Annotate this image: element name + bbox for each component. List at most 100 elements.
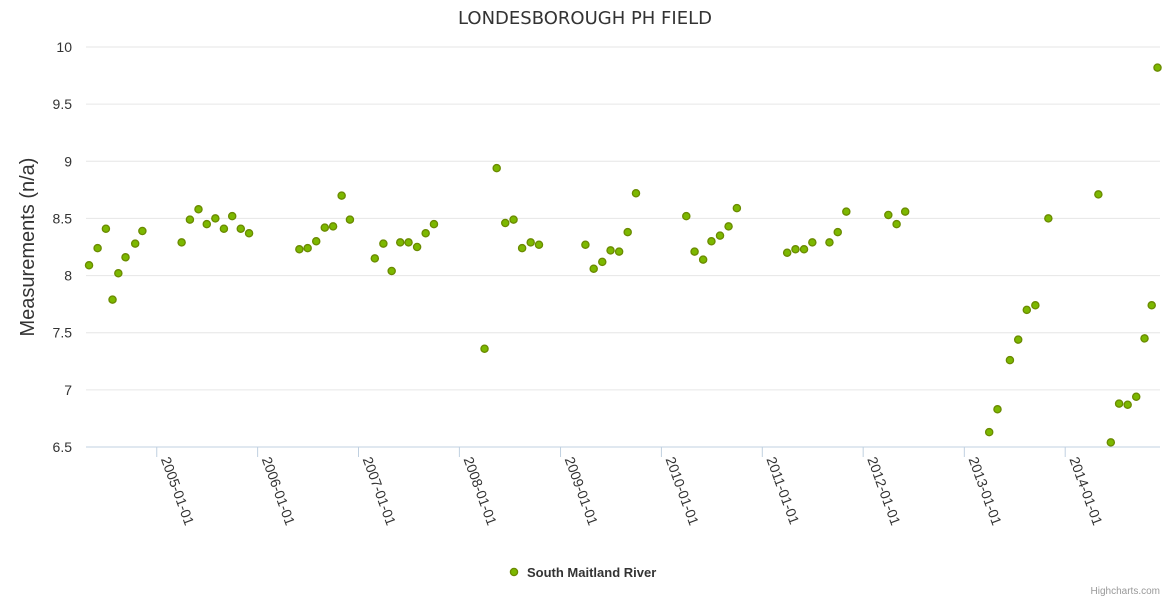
data-point[interactable] xyxy=(682,211,691,221)
data-point[interactable] xyxy=(84,261,94,270)
data-point[interactable] xyxy=(842,207,851,216)
data-point[interactable] xyxy=(993,405,1002,414)
data-point[interactable] xyxy=(623,227,632,237)
data-point[interactable] xyxy=(526,238,535,247)
data-point[interactable] xyxy=(211,214,220,223)
y-tick-label: 10 xyxy=(56,39,72,55)
data-point[interactable] xyxy=(114,269,123,278)
data-point[interactable] xyxy=(395,238,405,247)
data-point[interactable] xyxy=(244,229,254,238)
data-point[interactable] xyxy=(1147,301,1156,310)
data-point[interactable] xyxy=(724,222,733,231)
data-point[interactable] xyxy=(138,226,147,236)
data-point[interactable] xyxy=(825,238,834,247)
data-points xyxy=(84,63,1162,447)
data-point[interactable] xyxy=(782,248,792,257)
data-point[interactable] xyxy=(130,239,140,248)
data-point[interactable] xyxy=(194,205,203,214)
data-point[interactable] xyxy=(421,229,430,238)
data-point[interactable] xyxy=(320,223,330,232)
legend-item-label[interactable]: South Maitland River xyxy=(527,565,656,580)
data-point[interactable] xyxy=(404,238,413,247)
data-point[interactable] xyxy=(303,243,312,253)
x-tick-label: 2008-01-01 xyxy=(461,455,501,528)
data-point[interactable] xyxy=(108,295,117,304)
data-point[interactable] xyxy=(984,427,994,437)
data-point[interactable] xyxy=(900,207,910,216)
data-point[interactable] xyxy=(707,237,716,246)
legend[interactable]: South Maitland River xyxy=(509,565,656,580)
data-point[interactable] xyxy=(509,215,518,224)
x-axis: 2005-01-01 2006-01-01 2007-01-01 2008-01-01… xyxy=(86,446,1160,528)
data-point[interactable] xyxy=(370,254,380,263)
data-point[interactable] xyxy=(185,215,195,224)
y-axis-ticks: 6.5 7 7.5 8 8.5 9 9.5 10 xyxy=(53,39,73,455)
data-point[interactable] xyxy=(1013,335,1023,344)
data-point[interactable] xyxy=(791,245,800,254)
data-point[interactable] xyxy=(202,219,212,229)
data-point[interactable] xyxy=(337,191,346,200)
data-point[interactable] xyxy=(598,257,607,267)
data-point[interactable] xyxy=(589,264,598,273)
data-point[interactable] xyxy=(328,222,338,231)
y-tick-label: 9 xyxy=(64,153,72,169)
data-point[interactable] xyxy=(236,224,246,233)
data-point[interactable] xyxy=(379,239,388,248)
data-point[interactable] xyxy=(311,237,321,246)
data-point[interactable] xyxy=(501,218,510,228)
data-point[interactable] xyxy=(387,266,396,276)
x-tick-label: 2014-01-01 xyxy=(1066,455,1106,528)
data-point[interactable] xyxy=(219,224,229,233)
x-tick-label: 2007-01-01 xyxy=(360,455,400,528)
x-tick-label: 2010-01-01 xyxy=(663,455,703,528)
x-tick-label: 2009-01-01 xyxy=(562,455,602,528)
data-point[interactable] xyxy=(227,211,237,221)
data-point[interactable] xyxy=(101,224,111,233)
y-tick-label: 9.5 xyxy=(53,96,73,112)
data-point[interactable] xyxy=(833,227,842,237)
y-axis-label: Measurements (n/a) xyxy=(17,158,39,337)
data-point[interactable] xyxy=(581,240,590,249)
data-point[interactable] xyxy=(1123,400,1132,409)
data-point[interactable] xyxy=(480,344,489,353)
data-point[interactable] xyxy=(1131,392,1141,401)
data-point[interactable] xyxy=(345,215,355,224)
y-tick-label: 7 xyxy=(64,382,72,398)
data-point[interactable] xyxy=(492,163,501,173)
data-point[interactable] xyxy=(93,243,102,253)
data-point[interactable] xyxy=(892,219,901,229)
data-point[interactable] xyxy=(715,231,725,240)
credits-link[interactable]: Highcharts.com xyxy=(1091,586,1160,597)
x-tick-label: 2012-01-01 xyxy=(864,455,904,528)
data-point[interactable] xyxy=(534,240,544,249)
data-point[interactable] xyxy=(412,242,422,252)
grid-lines xyxy=(86,46,1160,448)
data-point[interactable] xyxy=(295,245,304,254)
data-point[interactable] xyxy=(1153,63,1162,72)
data-point[interactable] xyxy=(1114,399,1124,408)
data-point[interactable] xyxy=(631,189,641,198)
data-point[interactable] xyxy=(177,238,186,247)
data-point[interactable] xyxy=(429,219,439,229)
data-point[interactable] xyxy=(884,210,893,220)
data-point[interactable] xyxy=(1005,355,1015,365)
data-point[interactable] xyxy=(1106,438,1116,447)
data-point[interactable] xyxy=(517,243,527,253)
x-tick-label: 2011-01-01 xyxy=(763,455,802,527)
legend-marker xyxy=(509,567,519,577)
data-point[interactable] xyxy=(121,253,130,262)
data-point[interactable] xyxy=(614,247,624,256)
data-point[interactable] xyxy=(1094,190,1103,199)
data-point[interactable] xyxy=(732,203,742,213)
data-point[interactable] xyxy=(606,246,615,255)
data-point[interactable] xyxy=(1140,334,1149,343)
data-point[interactable] xyxy=(690,247,699,256)
data-point[interactable] xyxy=(1031,301,1040,310)
data-point[interactable] xyxy=(698,255,708,264)
data-point[interactable] xyxy=(808,238,817,247)
data-point[interactable] xyxy=(1022,305,1032,315)
data-point[interactable] xyxy=(1044,214,1053,223)
y-tick-label: 8 xyxy=(64,268,72,284)
data-point[interactable] xyxy=(799,245,809,254)
